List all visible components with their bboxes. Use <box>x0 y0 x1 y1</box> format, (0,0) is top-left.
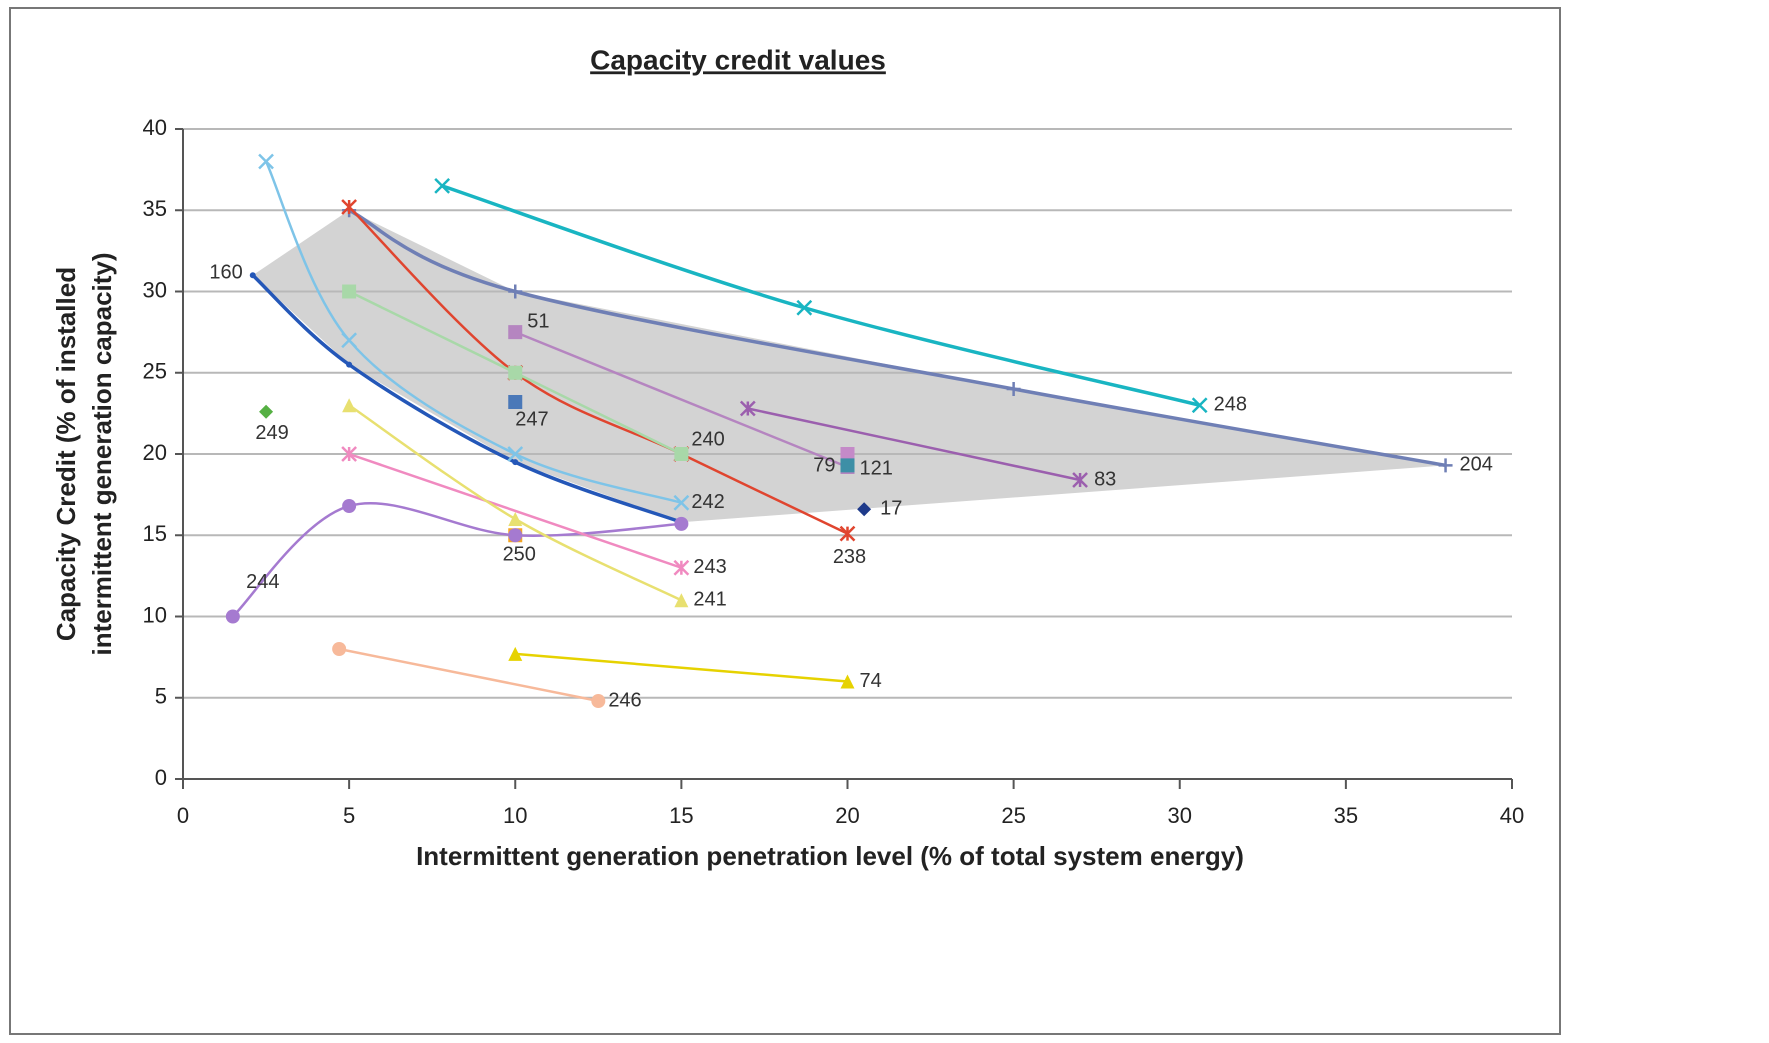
series-label: 238 <box>833 546 866 568</box>
series-label: 204 <box>1460 454 1493 476</box>
marker <box>839 525 856 542</box>
series-label: 242 <box>691 491 724 513</box>
marker <box>512 459 519 466</box>
marker <box>1191 397 1208 414</box>
marker <box>346 361 353 368</box>
series-line <box>515 652 848 683</box>
y-tick-label: 5 <box>155 684 167 709</box>
series-label: 247 <box>515 408 548 430</box>
x-tick-label: 30 <box>1168 803 1192 828</box>
series-label: 160 <box>209 262 242 284</box>
x-tick-label: 15 <box>669 803 693 828</box>
marker <box>508 512 523 526</box>
marker <box>674 516 689 531</box>
series-label: 243 <box>693 556 726 578</box>
y-tick-label: 25 <box>143 359 167 384</box>
series-line <box>747 407 1081 482</box>
series-line <box>348 452 682 569</box>
y-axis-label: Capacity Credit (% of installed <box>51 267 81 641</box>
marker <box>434 177 451 194</box>
series-line <box>348 206 849 535</box>
x-tick-label: 40 <box>1500 803 1524 828</box>
marker <box>508 528 523 543</box>
marker <box>342 398 357 413</box>
series-label: 79 <box>813 454 835 476</box>
marker <box>1006 382 1021 396</box>
series-line <box>251 273 682 524</box>
series-line <box>514 330 848 469</box>
series-label: 83 <box>1094 468 1116 490</box>
marker <box>840 458 855 473</box>
marker <box>342 284 357 299</box>
marker <box>508 395 523 409</box>
series-label: 249 <box>255 422 288 444</box>
x-tick-label: 35 <box>1334 803 1358 828</box>
series-line <box>338 647 599 703</box>
marker <box>840 447 855 461</box>
x-tick-label: 20 <box>835 803 859 828</box>
marker <box>591 694 606 708</box>
series-line <box>231 501 682 618</box>
y-axis-label: intermittent generation capacity) <box>87 252 117 655</box>
x-tick-label: 10 <box>503 803 527 828</box>
x-axis-label: Intermittent generation penetration leve… <box>416 841 1244 871</box>
marker <box>341 332 358 349</box>
marker <box>249 272 256 279</box>
series-label: 74 <box>860 670 882 692</box>
y-tick-label: 35 <box>143 196 167 221</box>
marker <box>508 284 523 299</box>
marker <box>1438 458 1453 473</box>
marker <box>342 499 357 513</box>
series-label: 248 <box>1214 394 1247 416</box>
marker <box>508 646 523 661</box>
marker <box>796 299 813 316</box>
marker <box>332 642 347 656</box>
series-label: 240 <box>691 428 724 450</box>
y-tick-label: 0 <box>155 765 167 790</box>
y-tick-label: 10 <box>143 602 167 627</box>
x-tick-label: 5 <box>343 803 355 828</box>
frame <box>9 7 1561 1035</box>
marker <box>259 404 274 419</box>
chart-title: Capacity credit values <box>590 44 886 75</box>
series-label: 121 <box>860 458 893 480</box>
marker <box>508 365 523 380</box>
marker <box>341 199 358 215</box>
marker <box>258 153 274 170</box>
marker <box>341 446 358 462</box>
x-tick-label: 25 <box>1001 803 1025 828</box>
x-tick-label: 0 <box>177 803 189 828</box>
series-label: 244 <box>246 571 279 593</box>
y-tick-label: 40 <box>143 115 167 140</box>
series-label: 250 <box>503 544 536 566</box>
marker <box>508 325 523 340</box>
marker <box>225 609 240 624</box>
marker <box>840 674 855 689</box>
marker <box>674 447 689 461</box>
marker <box>507 446 524 462</box>
series-label: 246 <box>608 689 641 711</box>
series-label: 51 <box>527 310 549 332</box>
y-tick-label: 20 <box>143 440 167 465</box>
marker <box>673 559 690 576</box>
y-tick-label: 30 <box>143 277 167 302</box>
marker <box>674 593 689 608</box>
shaded-envelope <box>252 210 1446 523</box>
series-label: 241 <box>693 589 726 611</box>
marker <box>673 494 690 511</box>
marker <box>857 502 872 517</box>
series-label: 17 <box>880 498 902 520</box>
y-tick-label: 15 <box>143 521 167 546</box>
series-line <box>348 208 1446 468</box>
marker <box>739 400 756 417</box>
marker <box>1072 472 1088 488</box>
series-line <box>264 160 682 504</box>
